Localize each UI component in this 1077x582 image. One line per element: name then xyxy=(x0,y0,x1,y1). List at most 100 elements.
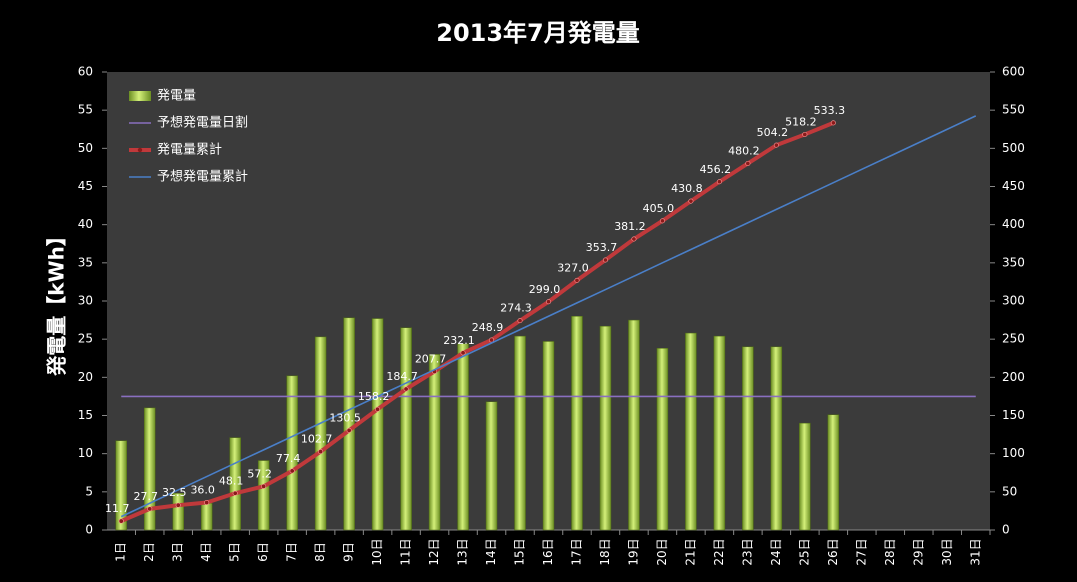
data-label: 32.5 xyxy=(162,486,187,499)
data-label: 518.2 xyxy=(785,115,817,128)
legend-label: 予想発電量累計 xyxy=(157,169,248,185)
line-marker xyxy=(147,506,153,512)
bar xyxy=(742,346,754,531)
bar xyxy=(485,401,498,531)
bar xyxy=(685,332,697,531)
x-tick-label: 26日 xyxy=(826,538,840,565)
y-tick-label: 55 xyxy=(78,103,93,117)
y2-tick-label: 200 xyxy=(1002,370,1025,384)
bar xyxy=(770,346,783,531)
x-tick-label: 27日 xyxy=(854,538,868,565)
x-tick-label: 31日 xyxy=(968,538,982,565)
x-tick-label: 22日 xyxy=(712,538,726,565)
line-marker xyxy=(232,490,238,496)
data-label: 102.7 xyxy=(301,433,333,446)
data-label: 327.0 xyxy=(557,261,589,274)
line-marker xyxy=(289,468,295,474)
line-marker xyxy=(318,449,324,455)
chart-title: 2013年7月発電量 xyxy=(436,19,640,47)
bar xyxy=(400,327,412,531)
y-tick-label: 5 xyxy=(85,484,93,498)
legend-swatch xyxy=(129,91,151,101)
data-label: 232.1 xyxy=(443,334,475,347)
legend-label: 発電量累計 xyxy=(157,142,222,158)
y-tick-label: 60 xyxy=(78,65,93,79)
y2-tick-label: 350 xyxy=(1002,255,1025,269)
data-label: 27.7 xyxy=(133,490,158,503)
line-marker xyxy=(773,142,779,148)
x-tick-label: 20日 xyxy=(655,538,669,565)
data-label: 184.7 xyxy=(386,370,418,383)
line-marker xyxy=(403,386,409,392)
data-label: 353.7 xyxy=(586,241,618,254)
line-marker xyxy=(204,500,210,506)
x-tick-label: 7日 xyxy=(285,542,299,562)
data-label: 480.2 xyxy=(728,144,760,157)
bar xyxy=(599,325,612,531)
x-tick-label: 13日 xyxy=(456,538,470,565)
legend-label: 発電量 xyxy=(157,89,196,104)
y2-tick-label: 300 xyxy=(1002,294,1025,308)
x-tick-label: 24日 xyxy=(769,538,783,565)
legend-label: 予想発電量日割 xyxy=(157,115,248,131)
y-axis-title: 発電量【kWh】 xyxy=(45,226,69,377)
data-label: 533.3 xyxy=(814,104,846,117)
line-marker xyxy=(830,120,836,126)
data-label: 504.2 xyxy=(757,126,789,139)
x-tick-label: 4日 xyxy=(199,542,213,562)
bar xyxy=(371,318,384,531)
line xyxy=(120,121,835,523)
x-tick-label: 17日 xyxy=(569,538,583,565)
data-label: 405.0 xyxy=(643,202,675,215)
data-label: 248.9 xyxy=(472,321,504,334)
bar xyxy=(286,375,298,531)
x-tick-label: 16日 xyxy=(541,538,555,565)
x-tick-label: 30日 xyxy=(940,538,954,565)
legend-marker xyxy=(137,147,143,153)
bar xyxy=(428,354,441,531)
bar xyxy=(115,440,127,531)
x-tick-label: 11日 xyxy=(399,538,413,565)
y-tick-label: 0 xyxy=(85,523,93,537)
y-tick-label: 30 xyxy=(78,294,93,308)
line-marker xyxy=(375,406,381,412)
bar xyxy=(257,460,270,531)
bar xyxy=(827,414,840,531)
data-label: 57.2 xyxy=(247,467,272,480)
x-tick-label: 15日 xyxy=(513,538,527,565)
data-label: 207.7 xyxy=(415,352,447,365)
line-marker xyxy=(716,179,722,185)
x-tick-label: 23日 xyxy=(740,538,754,565)
bar xyxy=(457,343,469,531)
x-tick-label: 6日 xyxy=(256,542,270,562)
bar xyxy=(542,341,555,531)
y2-tick-label: 500 xyxy=(1002,141,1025,155)
line-marker xyxy=(346,427,352,433)
data-label: 48.1 xyxy=(219,474,244,487)
x-tick-label: 5日 xyxy=(228,542,242,562)
x-tick-label: 3日 xyxy=(171,542,185,562)
data-label: 456.2 xyxy=(700,163,732,176)
y-tick-label: 25 xyxy=(78,332,93,346)
data-label: 130.5 xyxy=(329,411,361,424)
y-tick-label: 35 xyxy=(78,255,93,269)
bar xyxy=(143,407,156,531)
bar xyxy=(656,348,669,531)
x-tick-label: 29日 xyxy=(911,538,925,565)
line-marker xyxy=(745,160,751,166)
y2-tick-label: 0 xyxy=(1002,523,1010,537)
y-tick-label: 10 xyxy=(78,446,93,460)
bar xyxy=(314,336,327,531)
bar xyxy=(799,422,811,531)
data-label: 381.2 xyxy=(614,220,646,233)
data-label: 158.2 xyxy=(358,390,390,403)
x-tick-label: 8日 xyxy=(313,542,327,562)
x-tick-label: 14日 xyxy=(484,538,498,565)
line-marker xyxy=(574,277,580,283)
data-label: 77.4 xyxy=(276,452,301,465)
bar xyxy=(628,319,640,531)
x-tick-label: 1日 xyxy=(114,542,128,562)
bar xyxy=(200,503,213,531)
y2-tick-label: 550 xyxy=(1002,103,1025,117)
